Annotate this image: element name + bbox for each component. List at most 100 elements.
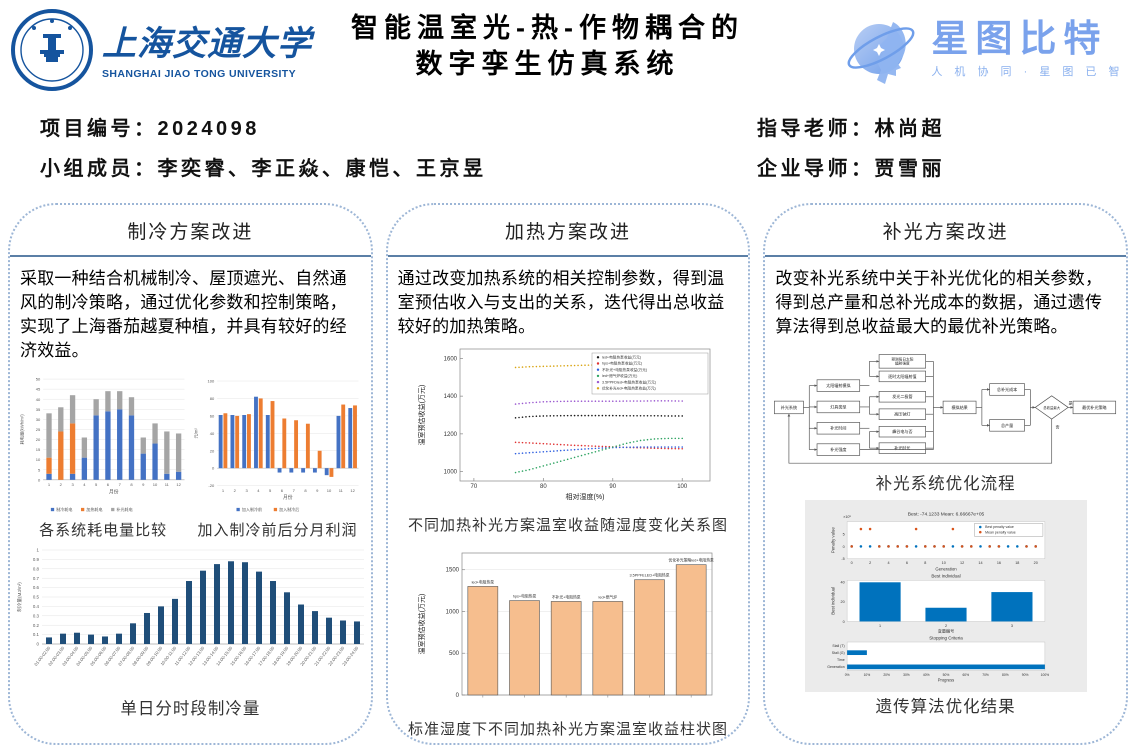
svg-text:1200: 1200 bbox=[444, 432, 458, 438]
svg-text:0.7: 0.7 bbox=[33, 575, 40, 580]
svg-text:7: 7 bbox=[293, 487, 296, 492]
svg-text:1600: 1600 bbox=[444, 357, 458, 363]
svg-text:30%: 30% bbox=[903, 673, 910, 677]
svg-text:变量编号: 变量编号 bbox=[937, 628, 953, 634]
svg-text:20%: 20% bbox=[883, 673, 890, 677]
svg-text:90: 90 bbox=[609, 484, 616, 490]
project-info: 项目编号：2024098 小组成员：李奕睿、李正焱、康恺、王京昱 指导老师：林尚… bbox=[0, 104, 1134, 196]
svg-text:11: 11 bbox=[165, 482, 170, 487]
svg-text:月份: 月份 bbox=[283, 494, 293, 501]
svg-text:否: 否 bbox=[1055, 425, 1059, 430]
svg-text:Best Individual: Best Individual bbox=[931, 574, 960, 579]
svg-text:最优补光策略: 最优补光策略 bbox=[1082, 404, 1106, 410]
svg-text:15: 15 bbox=[36, 447, 41, 452]
university-name-en: SHANGHAI JIAO TONG UNIVERSITY bbox=[102, 68, 297, 80]
content-columns: 制冷方案改进 采取一种结合机械制冷、屋顶遮光、自然通风的制冷策略，通过优化参数和… bbox=[8, 203, 1129, 745]
svg-text:60%: 60% bbox=[962, 673, 969, 677]
svg-text:制冷量(MJ/m²): 制冷量(MJ/m²) bbox=[16, 581, 23, 611]
svg-text:led+燃气炉收益(万元): led+燃气炉收益(万元) bbox=[602, 373, 637, 378]
svg-text:Best: -74.1233 Mean: 6.66667e+: Best: -74.1233 Mean: 6.66667e+05 bbox=[907, 512, 984, 518]
svg-text:逐时太阳辐射值: 逐时太阳辐射值 bbox=[888, 373, 916, 379]
svg-text:元/m²: 元/m² bbox=[194, 427, 200, 438]
lighting-flowchart-caption: 补光系统优化流程 bbox=[875, 475, 1016, 494]
sjtu-emblem-icon bbox=[11, 9, 93, 91]
svg-text:不补光+电阻热泵收益(万元): 不补光+电阻热泵收益(万元) bbox=[602, 367, 647, 372]
university-name-cn: 上海交通大学 bbox=[102, 24, 312, 64]
svg-text:0.3: 0.3 bbox=[33, 613, 40, 618]
svg-text:高压钠灯: 高压钠灯 bbox=[894, 411, 910, 417]
svg-text:5: 5 bbox=[95, 482, 98, 487]
ga-results-figure: Best: -74.1233 Mean: 6.66667e+05 ×10⁵ -5 0 5… bbox=[807, 502, 1084, 691]
heating-column-title: 加热方案改进 bbox=[387, 205, 749, 257]
lighting-paragraph: 改变补光系统中关于补光优化的相关参数，得到总产量和总补光成本的数据，通过遗传算法… bbox=[775, 269, 1103, 337]
svg-text:10: 10 bbox=[153, 482, 158, 487]
svg-text:40: 40 bbox=[210, 430, 215, 435]
svg-text:100%: 100% bbox=[1040, 673, 1049, 677]
svg-text:10: 10 bbox=[941, 562, 945, 566]
svg-text:20: 20 bbox=[210, 448, 215, 453]
heating-paragraph: 通过改变加热系统的相关控制参数，得到温室预估收入与支出的关系，迭代得出总收益较好… bbox=[397, 269, 725, 337]
svg-text:总收益最大: 总收益最大 bbox=[1043, 405, 1061, 410]
project-id: 项目编号：2024098 bbox=[40, 118, 260, 140]
ga-figure-panel: Best: -74.1233 Mean: 6.66667e+05 ×10⁵ -5 0 5… bbox=[804, 500, 1087, 693]
power-consumption-caption: 各系统耗电量比较 bbox=[39, 521, 168, 539]
svg-text:11: 11 bbox=[339, 487, 344, 492]
svg-text:60: 60 bbox=[210, 413, 215, 418]
svg-text:补光强度: 补光强度 bbox=[830, 446, 846, 452]
svg-text:Time: Time bbox=[837, 658, 845, 662]
svg-text:1000: 1000 bbox=[444, 470, 458, 476]
svg-text:80: 80 bbox=[210, 395, 215, 400]
svg-text:100: 100 bbox=[208, 378, 216, 383]
daily-cooling-caption: 单日分时段制冷量 bbox=[120, 699, 261, 718]
svg-text:20: 20 bbox=[1033, 562, 1037, 566]
daily-cooling-chart: 00.10.20.30.40.50.60.70.80.9101:00-02:00… bbox=[16, 547, 365, 666]
project-members: 小组成员：李奕睿、李正焱、康恺、王京昱 bbox=[40, 158, 487, 180]
svg-text:Stopping Criteria: Stopping Criteria bbox=[929, 636, 963, 641]
svg-text:Stall (G): Stall (G) bbox=[831, 651, 844, 655]
svg-text:12: 12 bbox=[960, 562, 964, 566]
svg-text:0.5: 0.5 bbox=[33, 594, 40, 599]
svg-text:0: 0 bbox=[842, 620, 844, 624]
svg-text:加入制冷前: 加入制冷前 bbox=[242, 505, 262, 511]
svg-text:优化补光策略led+电阻热泵: 优化补光策略led+电阻热泵 bbox=[669, 558, 714, 563]
svg-text:太阳辐射模拟: 太阳辐射模拟 bbox=[826, 382, 850, 388]
svg-text:1: 1 bbox=[222, 487, 225, 492]
svg-text:6: 6 bbox=[906, 562, 908, 566]
svg-text:-5: -5 bbox=[841, 558, 844, 562]
svg-text:补光耗电: 补光耗电 bbox=[116, 505, 132, 511]
scheme-revenue-caption: 标准湿度下不同加热补光方案温室收益柱状图 bbox=[408, 721, 729, 739]
svg-text:0%: 0% bbox=[844, 673, 849, 677]
svg-text:16: 16 bbox=[996, 562, 1000, 566]
lighting-column: 补光方案改进 改变补光系统中关于补光优化的相关参数，得到总产量和总补光成本的数据… bbox=[763, 203, 1129, 745]
heating-column: 加热方案改进 通过改变加热系统的相关控制参数，得到温室预估收入与支出的关系，迭代… bbox=[385, 203, 751, 745]
brand-name: 星图比特 bbox=[931, 17, 1108, 59]
svg-text:发光二极管: 发光二极管 bbox=[892, 394, 912, 400]
svg-text:4: 4 bbox=[887, 562, 889, 566]
svg-text:70%: 70% bbox=[982, 673, 989, 677]
poster-title-line2: 数字孪生仿真系统 bbox=[415, 49, 680, 80]
svg-text:×10⁵: ×10⁵ bbox=[843, 516, 851, 520]
svg-text:led+燃气炉: led+燃气炉 bbox=[598, 595, 617, 600]
svg-text:温室预估收益(万元): 温室预估收益(万元) bbox=[417, 385, 426, 446]
cooling-paragraph: 采取一种结合机械制冷、屋顶遮光、自然通风的制冷策略，通过优化参数和控制策略，实现… bbox=[20, 269, 347, 361]
svg-text:10%: 10% bbox=[863, 673, 870, 677]
project-mentor: 企业导师：贾雪丽 bbox=[757, 158, 945, 180]
svg-text:峰谷电与否: 峰谷电与否 bbox=[892, 428, 912, 434]
svg-text:led+电阻热泵收益(万元): led+电阻热泵收益(万元) bbox=[602, 355, 641, 360]
svg-text:9: 9 bbox=[142, 482, 145, 487]
svg-text:Mean penalty value: Mean penalty value bbox=[985, 531, 1016, 535]
svg-text:5: 5 bbox=[842, 533, 844, 537]
svg-text:12: 12 bbox=[351, 487, 356, 492]
svg-text:0.2: 0.2 bbox=[33, 622, 40, 627]
svg-text:50%: 50% bbox=[942, 673, 949, 677]
svg-text:-20: -20 bbox=[209, 483, 216, 488]
svg-text:1: 1 bbox=[48, 482, 51, 487]
cooling-column-title: 制冷方案改进 bbox=[10, 205, 371, 257]
svg-text:5: 5 bbox=[38, 467, 41, 472]
svg-text:hps+电阻热泵收益(万元): hps+电阻热泵收益(万元) bbox=[602, 361, 642, 366]
svg-text:Penalty value: Penalty value bbox=[830, 527, 835, 553]
brand-logo: 星图比特 人 机 协 同 · 星 图 已 智 bbox=[843, 8, 1124, 90]
svg-text:3: 3 bbox=[246, 487, 249, 492]
